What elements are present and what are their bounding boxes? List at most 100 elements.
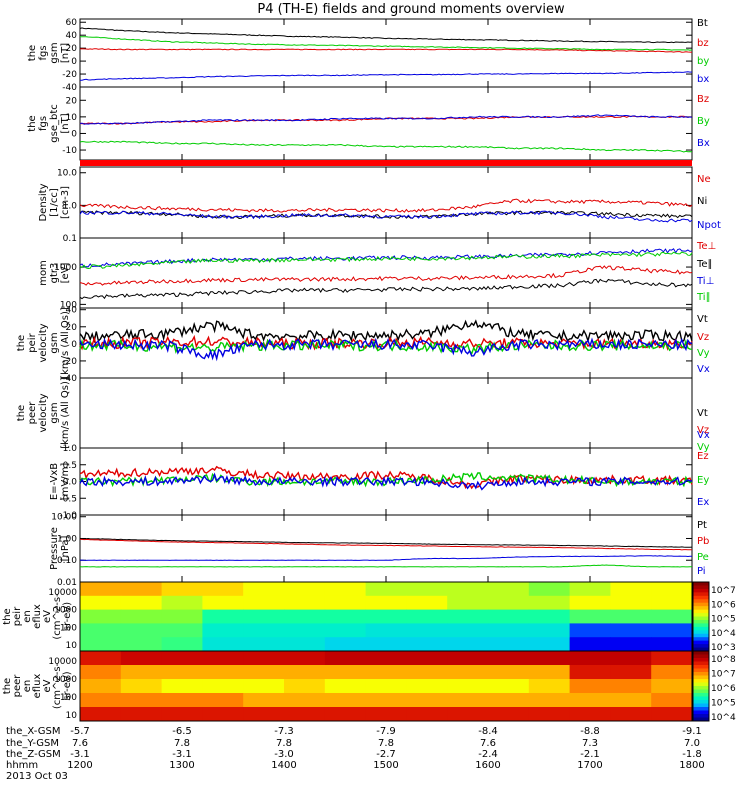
heatmap-cell [80, 582, 122, 597]
heatmap-cell [569, 582, 611, 597]
legend-Pb: Pb [697, 536, 709, 547]
ephemeris-value: 7.3 [582, 738, 598, 749]
spectrograms-group: 10000100010010thepeirenefluxeV(cm^2-s-sr… [2, 581, 736, 723]
panel-frame [79, 377, 693, 449]
heatmap-cell [243, 693, 285, 708]
heatmap-cell [528, 651, 571, 666]
y-tick-label: 1.0 [63, 444, 78, 454]
y-axis-label-line: velocity [38, 323, 49, 362]
spectrogram-peer-eflux: 10000 1000 100 10 thepeerenefluxeV(cm^2-s-sr… [2, 650, 736, 723]
colorbar-cell [693, 626, 709, 631]
colorbar-cell [693, 700, 709, 704]
y-axis-label-line: [eV] [60, 263, 71, 284]
ephemeris-value: 1700 [577, 760, 602, 771]
heatmap-cell [610, 623, 652, 638]
heatmap-cell [365, 609, 407, 624]
y-tick-label: -20 [62, 357, 77, 367]
heatmap-cell [161, 679, 203, 694]
y-axis-label-line: the [27, 115, 38, 131]
y-tick-label: -1.0 [59, 511, 77, 521]
heatmap-cell [447, 595, 489, 611]
y-tick-label: 0.0 [63, 478, 78, 488]
ephemeris-label: the_X-GSM [6, 726, 60, 737]
series-line-Ti∥ [79, 251, 693, 270]
heatmap-cell [528, 595, 571, 611]
heatmap-cell [202, 609, 244, 624]
panel-fgs-gse: 20 10 0 -10 thefgsgse_btc[nT] Bz By Bx [27, 86, 710, 161]
series-line-Pb [80, 538, 692, 551]
legend-Ey: Ey [697, 475, 709, 486]
legend-Vt: Vt [697, 408, 708, 419]
series-line-Vt [79, 319, 693, 344]
heatmap-cell [528, 679, 571, 694]
colorbar-tick: 10^4 [711, 713, 736, 723]
legend-Ex: Ex [697, 497, 709, 508]
heatmap-cell [120, 609, 163, 624]
y-tick-label: 10 [66, 113, 78, 123]
series-line-bx [79, 71, 693, 81]
heatmap-cell [120, 707, 163, 722]
y-axis-label-line: peir [27, 332, 38, 352]
legend-Ne: Ne [697, 174, 711, 185]
colorbar-cell [693, 585, 709, 590]
heatmap-cell [651, 665, 693, 680]
ephemeris-value: 1300 [169, 760, 194, 771]
heatmap-cell [447, 651, 489, 666]
heatmap-cell [365, 651, 407, 666]
spectrogram-y-tick: 10000 [48, 657, 77, 667]
y-tick-label: 0 [71, 57, 77, 67]
date-label: 2013 Oct 03 [6, 771, 68, 782]
panels-group: 6040200-20-40thefgsgsm[nT]Btbzbybx20100-… [16, 18, 721, 588]
panel-frame [79, 86, 693, 161]
heatmap-cell [161, 582, 203, 597]
heatmap-cell [651, 609, 693, 624]
heatmap-cell [528, 707, 571, 722]
heatmap-cell [488, 582, 530, 597]
y-axis-label: thepeervelocitygsm[km/s (All Qs)] [16, 377, 71, 449]
spectrogram-y-label: thepeirenefluxeV(cm^2-s-sr-eV) [2, 593, 73, 640]
colorbar-cell [693, 675, 709, 680]
heatmap-cell [284, 609, 326, 624]
legend-Ni: Ni [697, 196, 707, 207]
heatmap-cell [610, 693, 652, 708]
series-line-Ez [79, 465, 693, 490]
heatmap-cell [161, 609, 203, 624]
heatmap-cell [406, 651, 448, 666]
heatmap-cell [569, 609, 611, 624]
spectrogram-y-tick: 1000 [54, 606, 77, 616]
heatmap-cell [488, 609, 530, 624]
legend-bz: bz [697, 38, 709, 49]
heatmap-cell [569, 595, 611, 611]
y-tick-label: -0.5 [59, 494, 77, 504]
ephemeris-value: 7.0 [684, 738, 700, 749]
colorbar-cell [693, 658, 709, 662]
y-tick-label: 10.0 [57, 169, 77, 179]
heatmap-cell [528, 637, 571, 652]
heatmap-cell [651, 637, 693, 652]
heatmap-cell [284, 623, 326, 638]
y-tick-label: -40 [62, 83, 77, 93]
heatmap-cell [202, 582, 244, 597]
ephemeris-value: -9.1 [682, 726, 702, 737]
y-axis-label: Density[1/cc][cm-3] [38, 183, 71, 221]
heatmap-cell [243, 595, 285, 611]
heatmap-cell [161, 623, 203, 638]
y-axis-label-line: gtr3 [49, 263, 60, 284]
heatmap-cell [406, 693, 448, 708]
legend-Vz: Vz [697, 332, 709, 343]
ephemeris-value: 1200 [67, 760, 92, 771]
colorbar-cell [693, 693, 709, 697]
ephemeris-value: 7.6 [72, 738, 88, 749]
legend-bx: bx [697, 74, 709, 85]
spectrogram-y-tick: 10000 [48, 588, 77, 598]
legend-Pt: Pt [697, 520, 707, 531]
y-axis-label-line: peer [27, 401, 38, 425]
heatmap-cell [161, 595, 203, 611]
heatmap-cell [365, 707, 407, 722]
colorbar-cell [693, 623, 709, 628]
colorbar-cell [693, 696, 709, 701]
colorbar-cell [693, 707, 709, 711]
colorbar-cell [693, 665, 709, 669]
spectrogram-y-label-line: peir [12, 606, 23, 626]
heatmap-cell [447, 623, 489, 638]
